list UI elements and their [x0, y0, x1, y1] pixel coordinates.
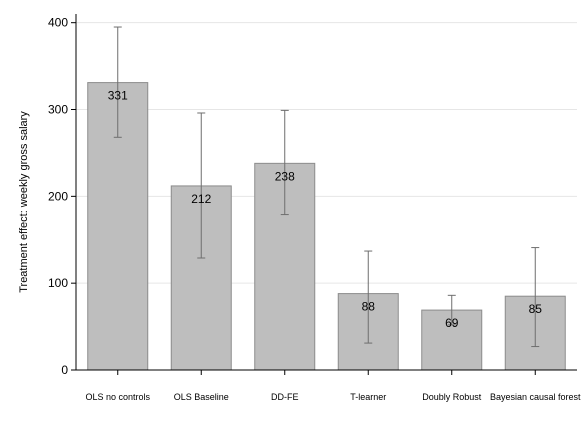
y-tick-label-300: 300	[48, 103, 68, 117]
data-label-4: 69	[445, 316, 459, 330]
data-label-0: 331	[108, 89, 128, 103]
y-tick-label-200: 200	[48, 189, 68, 203]
y-axis-title: Treatment effect: weekly gross salary	[18, 111, 30, 293]
category-label-5: Bayesian causal forest	[490, 392, 581, 402]
axes: 0 100 200 300 400 OLS no controls OLS Baseline…	[48, 14, 581, 402]
category-label-1: OLS Baseline	[174, 392, 229, 402]
data-label-5: 85	[529, 302, 543, 316]
grid-lines	[76, 22, 577, 284]
data-label-2: 238	[275, 169, 295, 183]
y-tick-label-0: 0	[61, 363, 68, 377]
category-label-4: Doubly Robust	[422, 392, 482, 402]
category-label-3: T-learner	[350, 392, 386, 402]
error-bars	[113, 26, 540, 348]
y-tick-label-100: 100	[48, 276, 68, 290]
category-label-2: DD-FE	[271, 392, 299, 402]
data-labels: 331 212 238 88 69 85	[108, 89, 543, 330]
category-label-0: OLS no controls	[85, 392, 150, 402]
bars	[87, 82, 566, 371]
data-label-1: 212	[191, 192, 211, 206]
data-label-3: 88	[362, 300, 376, 314]
y-tick-label-400: 400	[48, 16, 68, 30]
